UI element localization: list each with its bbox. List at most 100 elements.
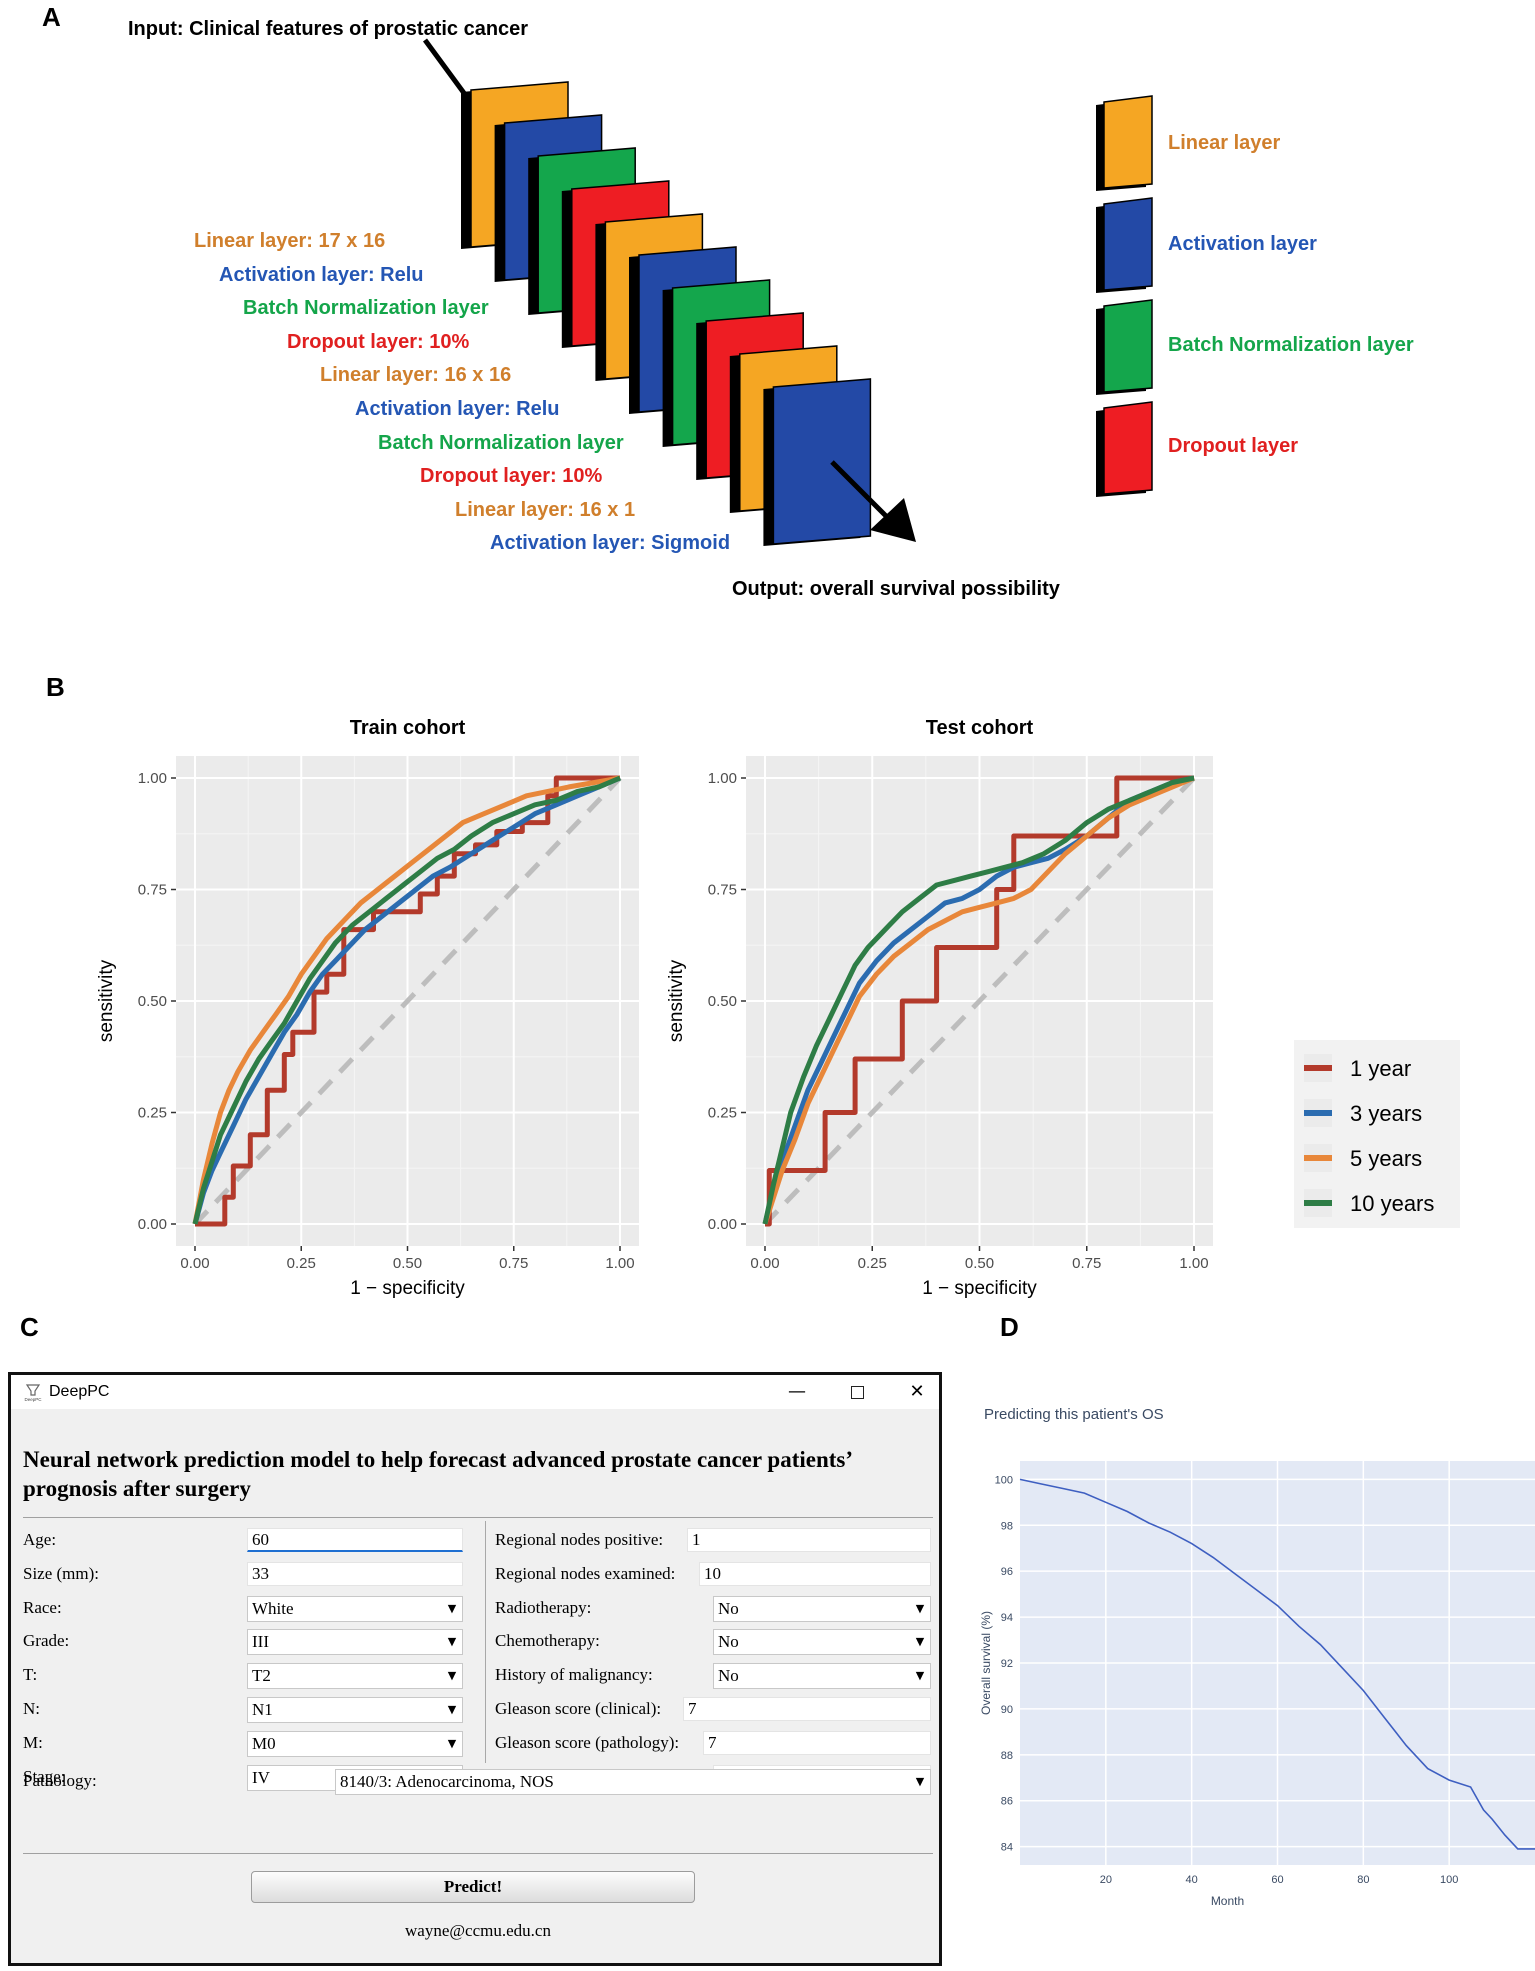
field-input[interactable]: 60 <box>247 1528 463 1552</box>
y-tick-label: 0.25 <box>708 1105 737 1122</box>
legend-label: 10 years <box>1350 1191 1434 1216</box>
legend-swatch <box>1103 401 1153 495</box>
layer-label: Batch Normalization layer <box>243 297 489 320</box>
x-tick-label: 0.25 <box>287 1255 316 1272</box>
field-input[interactable]: 10 <box>699 1561 931 1586</box>
divider-bottom <box>23 1853 933 1854</box>
y-tick-label: 86 <box>1001 1796 1013 1808</box>
field-select[interactable]: T2 ▼ <box>247 1663 463 1690</box>
layer-label: Activation layer: Relu <box>219 263 424 286</box>
field-value: White <box>252 1598 294 1618</box>
y-tick-label: 94 <box>1001 1612 1013 1624</box>
legend-swatch <box>1103 197 1153 291</box>
x-tick-label: 20 <box>1100 1874 1112 1886</box>
legend-label: Activation layer <box>1168 233 1317 255</box>
chevron-down-icon: ▼ <box>915 1601 925 1615</box>
legend-label: Dropout layer <box>1168 435 1299 457</box>
x-tick-label: 0.75 <box>499 1255 528 1272</box>
app-icon: DeepPC <box>24 1384 42 1402</box>
legend-label: 1 year <box>1350 1056 1411 1081</box>
y-tick-label: 96 <box>1001 1566 1013 1578</box>
x-tick-label: 0.00 <box>750 1255 779 1272</box>
field-input[interactable]: 33 <box>247 1561 463 1586</box>
y-tick-label: 0.50 <box>708 993 737 1010</box>
x-tick-label: 80 <box>1357 1874 1369 1886</box>
y-tick-label: 0.25 <box>138 1105 167 1122</box>
reference-diagonal <box>763 776 1196 1226</box>
field-value: No <box>718 1598 739 1618</box>
pathology-select[interactable]: 8140/3: Adenocarcinoma, NOS ▼ <box>335 1769 931 1795</box>
panel-letter-b: B <box>46 672 65 702</box>
page-heading: Neural network prediction model to help … <box>23 1447 852 1501</box>
chevron-down-icon: ▼ <box>447 1601 457 1615</box>
maximize-button[interactable] <box>837 1379 877 1405</box>
chart-title: Train cohort <box>350 717 466 739</box>
field-value: T2 <box>252 1666 271 1686</box>
legend-swatch <box>1103 95 1153 189</box>
output-arrowhead <box>870 498 916 542</box>
x-axis-label: Month <box>1211 1894 1244 1908</box>
roc-line-5-years <box>762 775 1195 1225</box>
x-axis-label: 1 − specificity <box>350 1278 465 1299</box>
chevron-down-icon: ▼ <box>447 1736 457 1750</box>
close-button[interactable]: ✕ <box>909 1381 925 1402</box>
output-label: Output: overall survival possibility <box>732 578 1060 600</box>
x-tick-label: 0.50 <box>965 1255 994 1272</box>
field-select[interactable]: III ▼ <box>247 1629 463 1656</box>
field-value: M0 <box>252 1733 276 1753</box>
field-label: M: <box>23 1732 43 1752</box>
layer-label: Dropout layer: 10% <box>420 465 603 488</box>
x-tick-label: 40 <box>1186 1874 1198 1886</box>
os-chart: Predicting this patient's OS 20 40 60 80 100 8… <box>980 1406 1535 1908</box>
field-label: Age: <box>23 1530 57 1549</box>
layer-label: Activation layer: Sigmoid <box>490 532 731 555</box>
field-select[interactable]: N1 ▼ <box>247 1697 463 1723</box>
field-label: Regional nodes positive: <box>495 1530 664 1549</box>
layer-label: Dropout layer: 10% <box>287 330 470 353</box>
field-label: Gleason score (clinical): <box>495 1699 662 1718</box>
roc-line-5-years <box>192 775 621 1225</box>
field-input[interactable]: 7 <box>703 1730 931 1755</box>
y-axis-label: sensitivity <box>96 959 117 1042</box>
field-input[interactable]: 1 <box>687 1528 931 1552</box>
layer-label: Batch Normalization layer <box>378 431 624 454</box>
field-select[interactable]: No ▼ <box>713 1663 931 1690</box>
title-bar: DeepPC DeepPC — ✕ <box>11 1375 939 1409</box>
x-tick-label: 60 <box>1271 1874 1283 1886</box>
roc-line-3-years <box>192 775 621 1225</box>
x-tick-label: 0.50 <box>393 1255 422 1272</box>
y-tick-label: 92 <box>1001 1658 1013 1670</box>
x-tick-label: 100 <box>1440 1874 1458 1886</box>
y-tick-label: 0.50 <box>138 993 167 1010</box>
y-tick-label: 1.00 <box>138 770 167 787</box>
field-label: Chemotherapy: <box>495 1631 600 1651</box>
field-select[interactable]: No ▼ <box>713 1629 931 1656</box>
x-axis-label: 1 − specificity <box>922 1278 1037 1299</box>
field-label: Size (mm): <box>23 1563 100 1583</box>
field-label: Grade: <box>23 1631 70 1651</box>
field-label: Regional nodes examined: <box>495 1563 676 1583</box>
y-tick-label: 0.75 <box>138 882 167 899</box>
maximize-icon <box>850 1386 864 1399</box>
field-value: No <box>718 1666 739 1686</box>
y-tick-label: 1.00 <box>708 770 737 787</box>
legend-swatch <box>1103 299 1153 393</box>
y-tick-label: 88 <box>1001 1750 1013 1762</box>
app-icon-text: DeepPC <box>24 1397 42 1402</box>
field-input[interactable]: 7 <box>683 1697 931 1721</box>
layer-label: Linear layer: 17 x 16 <box>194 230 386 252</box>
roc-charts: 0.00 0.00 0.25 0.25 0.50 0.50 0.75 0.75 1.00 1.00… <box>96 717 1460 1299</box>
column-divider <box>485 1521 486 1763</box>
minimize-button[interactable]: — <box>788 1381 806 1402</box>
field-label: Gleason score (pathology): <box>495 1732 680 1752</box>
field-select[interactable]: White ▼ <box>247 1595 463 1622</box>
field-select[interactable]: No ▼ <box>713 1595 931 1622</box>
legend-label: Linear layer <box>1168 132 1281 154</box>
chevron-down-icon: ▼ <box>447 1669 457 1683</box>
layer-label: Linear layer: 16 x 1 <box>455 498 636 521</box>
x-tick-label: 0.00 <box>180 1255 209 1272</box>
predict-button[interactable]: Predict! <box>251 1871 695 1903</box>
chevron-down-icon: ▼ <box>915 1775 925 1788</box>
os-line <box>1019 1478 1535 1850</box>
field-select[interactable]: M0 ▼ <box>247 1730 463 1757</box>
